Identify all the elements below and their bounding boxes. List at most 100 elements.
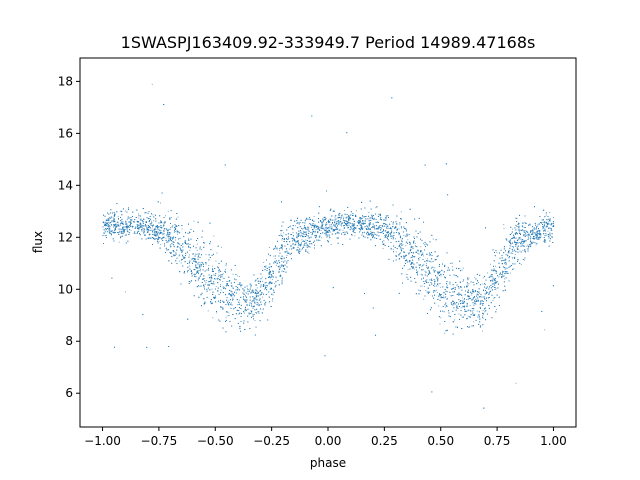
data-point bbox=[423, 285, 425, 287]
data-point bbox=[185, 240, 187, 242]
data-point bbox=[398, 228, 400, 230]
data-point bbox=[212, 317, 214, 319]
data-point bbox=[343, 216, 345, 218]
data-point bbox=[439, 286, 441, 288]
data-point bbox=[121, 229, 122, 231]
data-point bbox=[286, 255, 288, 256]
data-point bbox=[526, 245, 528, 247]
data-point bbox=[452, 266, 453, 268]
data-point bbox=[525, 234, 527, 236]
data-point bbox=[328, 235, 330, 237]
data-point bbox=[302, 233, 304, 234]
data-point bbox=[296, 233, 298, 235]
data-point bbox=[498, 276, 500, 278]
data-point bbox=[505, 263, 507, 265]
data-point bbox=[298, 251, 300, 252]
data-point bbox=[292, 232, 294, 233]
data-point bbox=[424, 270, 426, 272]
data-point bbox=[370, 233, 372, 235]
data-point bbox=[147, 231, 149, 233]
data-point bbox=[199, 267, 201, 269]
data-point bbox=[454, 319, 456, 321]
data-point bbox=[545, 214, 547, 216]
data-point bbox=[113, 226, 115, 228]
data-point bbox=[495, 288, 497, 290]
data-point bbox=[395, 251, 397, 253]
data-point bbox=[340, 229, 342, 231]
data-point bbox=[329, 221, 331, 223]
data-point bbox=[115, 222, 117, 224]
data-point bbox=[308, 253, 310, 255]
data-point bbox=[414, 256, 416, 257]
data-point bbox=[482, 310, 484, 311]
data-point bbox=[509, 272, 511, 274]
data-point bbox=[313, 216, 315, 218]
data-point bbox=[400, 239, 402, 241]
data-point bbox=[301, 239, 303, 241]
data-point bbox=[211, 288, 213, 290]
data-point bbox=[156, 225, 158, 227]
data-point bbox=[385, 217, 387, 219]
data-point bbox=[494, 287, 496, 288]
data-point bbox=[178, 255, 180, 257]
data-point bbox=[493, 269, 495, 271]
data-point bbox=[289, 226, 291, 228]
data-point bbox=[264, 288, 266, 290]
data-point bbox=[463, 299, 465, 301]
data-point bbox=[371, 215, 373, 217]
data-point bbox=[420, 273, 422, 275]
data-point bbox=[331, 223, 333, 224]
data-point bbox=[418, 289, 419, 291]
data-point bbox=[334, 224, 336, 226]
data-point bbox=[139, 222, 141, 224]
data-point bbox=[507, 252, 509, 254]
data-point bbox=[424, 275, 426, 277]
data-point bbox=[271, 279, 273, 280]
data-point bbox=[258, 292, 259, 294]
data-point bbox=[165, 215, 167, 217]
data-point bbox=[280, 274, 282, 276]
data-point bbox=[536, 228, 538, 230]
data-point bbox=[538, 229, 539, 231]
data-point bbox=[520, 238, 522, 240]
data-point bbox=[395, 238, 396, 240]
data-point bbox=[330, 231, 332, 233]
data-point bbox=[440, 317, 442, 319]
data-point bbox=[501, 270, 503, 272]
data-point bbox=[496, 252, 498, 253]
data-point bbox=[503, 227, 505, 229]
data-point bbox=[546, 235, 548, 237]
data-point bbox=[527, 244, 529, 246]
data-point bbox=[494, 282, 496, 284]
data-point bbox=[472, 289, 474, 291]
data-point bbox=[354, 235, 356, 237]
data-point bbox=[164, 233, 165, 235]
data-point bbox=[534, 235, 536, 237]
data-point bbox=[436, 292, 438, 294]
data-point bbox=[327, 235, 329, 237]
data-point bbox=[188, 261, 190, 263]
data-point bbox=[160, 202, 161, 204]
data-point bbox=[439, 323, 441, 325]
data-point bbox=[290, 234, 292, 235]
data-point bbox=[207, 310, 209, 312]
data-point bbox=[401, 240, 403, 242]
data-point bbox=[398, 232, 400, 234]
data-point bbox=[444, 311, 446, 313]
data-point bbox=[520, 263, 522, 265]
data-point bbox=[269, 288, 271, 290]
data-point bbox=[321, 237, 323, 239]
data-point bbox=[424, 273, 426, 275]
data-point bbox=[189, 265, 191, 267]
data-point bbox=[476, 301, 477, 303]
data-point bbox=[385, 217, 387, 219]
data-point bbox=[321, 224, 323, 226]
data-point bbox=[490, 275, 492, 277]
data-point bbox=[286, 261, 288, 263]
data-point bbox=[313, 225, 315, 227]
data-point bbox=[258, 313, 260, 315]
data-point bbox=[463, 267, 464, 269]
data-point bbox=[407, 269, 409, 271]
data-point bbox=[368, 232, 370, 234]
data-point bbox=[280, 233, 282, 235]
